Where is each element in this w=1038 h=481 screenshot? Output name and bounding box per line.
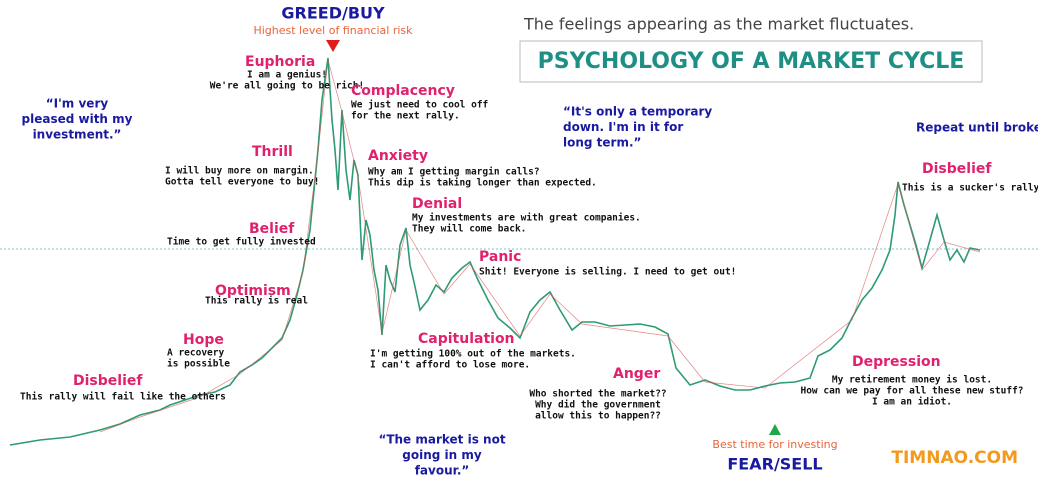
stage-text: They will come back. (412, 224, 526, 235)
stage-text: is possible (167, 359, 230, 370)
quote: “I'm very (46, 97, 109, 111)
quote: down. I'm in it for (563, 120, 683, 134)
stage-name: Anger (613, 366, 660, 382)
stage-text: I will buy more on margin. (165, 166, 314, 177)
stage-name: Capitulation (418, 331, 515, 347)
stage-name: Belief (249, 221, 295, 237)
stage-text: I can't afford to lose more. (370, 360, 530, 371)
stage-name: Disbelief (73, 373, 143, 389)
quote: long term.” (563, 136, 641, 150)
stage-name: Euphoria (245, 54, 315, 70)
stage-text: We're all going to be rich! (210, 81, 364, 92)
top-label: GREED/BUY (281, 4, 385, 23)
stage-text: Why am I getting margin calls? (368, 167, 540, 178)
quote: “It's only a temporary (563, 105, 712, 119)
stage-text: My investments are with great companies. (412, 213, 641, 224)
title-box (519, 40, 983, 83)
stage-name: Denial (412, 196, 462, 212)
bottom-note: Best time for investing (712, 438, 837, 451)
stage-text: Why did the government (535, 400, 661, 411)
bottom-label: FEAR/SELL (727, 455, 822, 474)
stage-text: Shit! Everyone is selling. I need to get… (479, 267, 736, 278)
quote: Repeat until broke. (916, 121, 1038, 135)
price-shadow (99, 59, 981, 433)
quote: pleased with my (22, 112, 133, 126)
stage-text: I am an idiot. (872, 397, 952, 408)
stage-text: Who shorted the market?? (529, 389, 666, 400)
stage-text: This rally is real (205, 296, 308, 307)
bottom-arrow (769, 424, 781, 435)
quote: “The market is not (378, 433, 505, 447)
stage-text: Gotta tell everyone to buy! (165, 177, 319, 188)
stage-text: I am a genius! (247, 70, 327, 81)
brand: TIMNAO.COM (891, 448, 1018, 468)
top-arrow (326, 40, 340, 52)
stage-name: Complacency (351, 83, 455, 99)
stage-text: A recovery (167, 348, 224, 359)
stage-text: allow this to happen?? (535, 411, 661, 422)
stage-name: Anxiety (368, 148, 428, 164)
stage-name: Hope (183, 332, 224, 348)
stage-text: Time to get fully invested (167, 237, 316, 248)
stage-text: for the next rally. (351, 111, 460, 122)
stage-text: We just need to cool off (351, 100, 489, 111)
title: PSYCHOLOGY OF A MARKET CYCLE (538, 49, 965, 74)
stage-text: This is a sucker's rally. (902, 183, 1038, 194)
top-note: Highest level of financial risk (253, 24, 413, 37)
stage-text: This rally will fail like the others (20, 392, 226, 403)
stage-text: My retirement money is lost. (832, 375, 992, 386)
price-curve (9, 57, 981, 446)
stage-name: Disbelief (922, 161, 992, 177)
stage-name: Thrill (252, 144, 293, 160)
stage-name: Depression (852, 354, 941, 370)
subtitle: The feelings appearing as the market flu… (523, 15, 914, 34)
quote: investment.” (33, 128, 122, 142)
quote: favour.” (415, 464, 470, 478)
stage-name: Optimism (215, 283, 291, 299)
stage-text: How can we pay for all these new stuff? (800, 386, 1023, 397)
quote: going in my (402, 448, 482, 462)
stage-text: I'm getting 100% out of the markets. (370, 349, 576, 360)
stage-text: This dip is taking longer than expected. (368, 178, 597, 189)
stage-name: Panic (479, 249, 521, 265)
